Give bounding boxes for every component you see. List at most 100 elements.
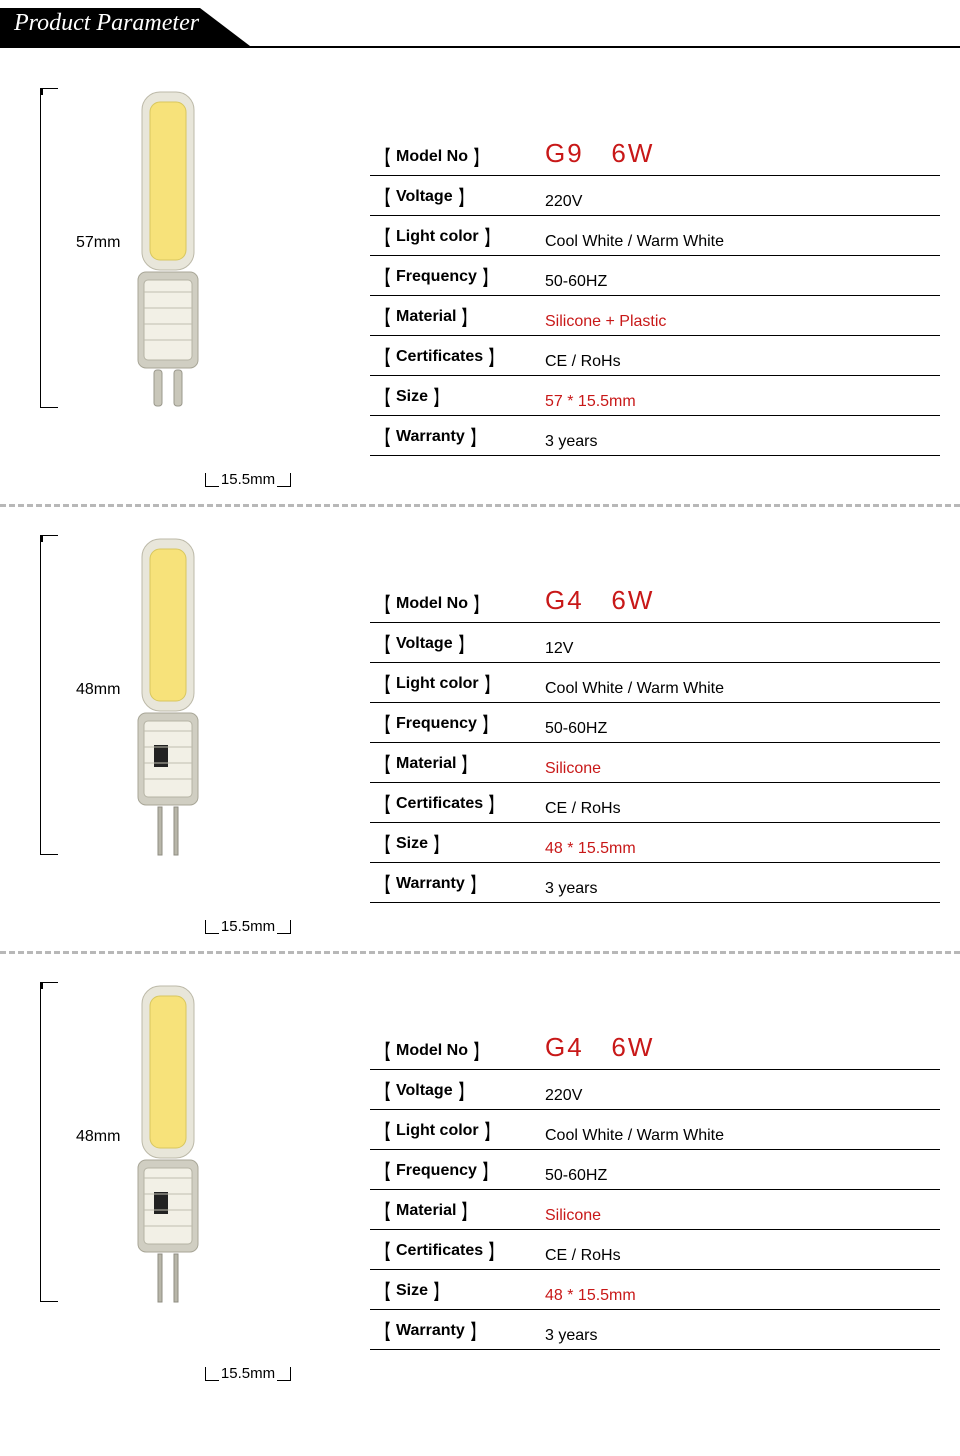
spec-table: 【Model No】 G4 6W 【Voltage】 12V 【Light co…: [370, 575, 940, 903]
spec-row-light_color: 【Light color】 Cool White / Warm White: [370, 663, 940, 703]
spec-row-warranty: 【Warranty】 3 years: [370, 416, 940, 456]
spec-row-material: 【Material】 Silicone: [370, 1190, 940, 1230]
spec-value: CE / RoHs: [545, 800, 621, 818]
product-image-area: 48mm 15.5mm: [40, 982, 370, 1350]
product-image-area: 48mm 15.5mm: [40, 535, 370, 903]
spec-value: G4 6W: [545, 585, 654, 618]
dimension-horizontal: 15.5mm: [188, 1365, 308, 1382]
spec-value: 220V: [545, 1087, 582, 1105]
spec-label: 【Certificates】: [370, 1236, 545, 1265]
spec-label: 【Material】: [370, 302, 545, 331]
bulb-image: [124, 535, 214, 865]
spec-value: 50-60HZ: [545, 273, 607, 291]
spec-value: G9 6W: [545, 138, 654, 171]
bulb-illustration: [124, 982, 212, 1312]
spec-row-model: 【Model No】 G9 6W: [370, 128, 940, 176]
header-underline: [0, 46, 960, 48]
spec-label: 【Frequency】: [370, 709, 545, 738]
spec-value: 3 years: [545, 880, 597, 898]
bulb-illustration: [124, 535, 212, 865]
spec-label: 【Voltage】: [370, 1076, 545, 1105]
width-label: 15.5mm: [221, 471, 275, 488]
spec-label: 【Certificates】: [370, 789, 545, 818]
spec-row-warranty: 【Warranty】 3 years: [370, 863, 940, 903]
spec-row-light_color: 【Light color】 Cool White / Warm White: [370, 1110, 940, 1150]
spec-value: 48 * 15.5mm: [545, 1287, 636, 1305]
spec-row-frequency: 【Frequency】 50-60HZ: [370, 256, 940, 296]
width-label: 15.5mm: [221, 918, 275, 935]
spec-row-warranty: 【Warranty】 3 years: [370, 1310, 940, 1350]
spec-label: 【Model No】: [370, 589, 545, 618]
spec-value: 50-60HZ: [545, 720, 607, 738]
section-divider: [0, 951, 960, 954]
spec-row-model: 【Model No】 G4 6W: [370, 1022, 940, 1070]
spec-label: 【Model No】: [370, 1036, 545, 1065]
height-label: 48mm: [76, 681, 120, 699]
spec-label: 【Voltage】: [370, 629, 545, 658]
dimension-vertical: [40, 982, 58, 1302]
spec-row-frequency: 【Frequency】 50-60HZ: [370, 1150, 940, 1190]
spec-label: 【Material】: [370, 1196, 545, 1225]
spec-label: 【Warranty】: [370, 869, 545, 898]
spec-label: 【Certificates】: [370, 342, 545, 371]
spec-label: 【Model No】: [370, 142, 545, 171]
spec-row-certificates: 【Certificates】 CE / RoHs: [370, 1230, 940, 1270]
spec-value: Cool White / Warm White: [545, 680, 724, 698]
spec-row-size: 【Size】 48 * 15.5mm: [370, 1270, 940, 1310]
spec-table: 【Model No】 G9 6W 【Voltage】 220V 【Light c…: [370, 128, 940, 456]
spec-value: G4 6W: [545, 1032, 654, 1065]
spec-value: 3 years: [545, 433, 597, 451]
page-title: Product Parameter: [14, 10, 199, 37]
bulb-image: [124, 982, 214, 1312]
spec-value: Silicone + Plastic: [545, 313, 666, 331]
spec-row-light_color: 【Light color】 Cool White / Warm White: [370, 216, 940, 256]
spec-value: CE / RoHs: [545, 1247, 621, 1265]
section-divider: [0, 504, 960, 507]
spec-row-material: 【Material】 Silicone: [370, 743, 940, 783]
spec-value: 57 * 15.5mm: [545, 393, 636, 411]
spec-label: 【Voltage】: [370, 182, 545, 211]
spec-row-material: 【Material】 Silicone + Plastic: [370, 296, 940, 336]
spec-label: 【Size】: [370, 829, 545, 858]
height-label: 57mm: [76, 234, 120, 252]
spec-label: 【Light color】: [370, 222, 545, 251]
spec-value: CE / RoHs: [545, 353, 621, 371]
spec-value: Silicone: [545, 1207, 601, 1225]
product-block: 48mm 15.5mm 【Model No】: [0, 982, 960, 1370]
spec-row-voltage: 【Voltage】 220V: [370, 1070, 940, 1110]
header-bar: Product Parameter: [0, 8, 960, 46]
spec-row-model: 【Model No】 G4 6W: [370, 575, 940, 623]
spec-value: 48 * 15.5mm: [545, 840, 636, 858]
spec-row-certificates: 【Certificates】 CE / RoHs: [370, 336, 940, 376]
spec-value: 12V: [545, 640, 573, 658]
spec-label: 【Frequency】: [370, 262, 545, 291]
spec-row-size: 【Size】 57 * 15.5mm: [370, 376, 940, 416]
product-block: 57mm 15.5mm: [0, 88, 960, 476]
spec-row-frequency: 【Frequency】 50-60HZ: [370, 703, 940, 743]
dimension-vertical: [40, 88, 58, 408]
spec-label: 【Light color】: [370, 669, 545, 698]
bulb-illustration: [124, 88, 212, 418]
spec-value: 3 years: [545, 1327, 597, 1345]
dimension-horizontal: 15.5mm: [188, 471, 308, 488]
spec-row-size: 【Size】 48 * 15.5mm: [370, 823, 940, 863]
dimension-horizontal: 15.5mm: [188, 918, 308, 935]
spec-label: 【Size】: [370, 382, 545, 411]
width-label: 15.5mm: [221, 1365, 275, 1382]
product-block: 48mm 15.5mm 【Model No】: [0, 535, 960, 923]
spec-label: 【Warranty】: [370, 422, 545, 451]
spec-value: Silicone: [545, 760, 601, 778]
spec-label: 【Warranty】: [370, 1316, 545, 1345]
spec-label: 【Material】: [370, 749, 545, 778]
spec-row-voltage: 【Voltage】 220V: [370, 176, 940, 216]
spec-label: 【Light color】: [370, 1116, 545, 1145]
spec-value: Cool White / Warm White: [545, 1127, 724, 1145]
spec-table: 【Model No】 G4 6W 【Voltage】 220V 【Light c…: [370, 1022, 940, 1350]
bulb-image: [124, 88, 214, 418]
product-image-area: 57mm 15.5mm: [40, 88, 370, 456]
height-label: 48mm: [76, 1128, 120, 1146]
dimension-vertical: [40, 535, 58, 855]
spec-value: 50-60HZ: [545, 1167, 607, 1185]
spec-value: Cool White / Warm White: [545, 233, 724, 251]
spec-value: 220V: [545, 193, 582, 211]
